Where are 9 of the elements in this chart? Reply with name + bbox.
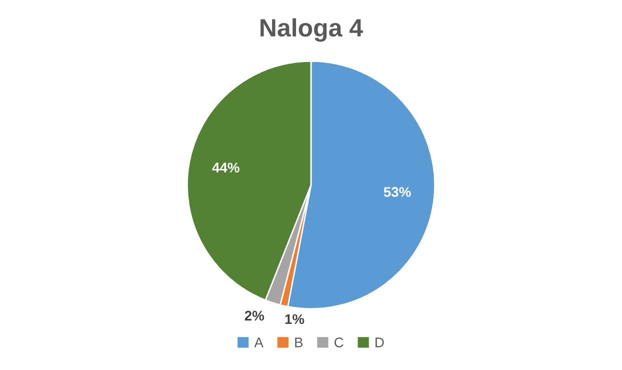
chart-title: Naloga 4 [260,18,363,42]
data-label: 53% [384,187,411,197]
data-label: 2% [244,310,264,321]
legend-label: A [254,338,264,348]
legend-label: D [376,338,384,348]
legend-label: C [334,338,344,348]
data-label: 44% [212,162,240,172]
legend-label: B [295,338,303,348]
data-label: 1% [285,314,304,324]
